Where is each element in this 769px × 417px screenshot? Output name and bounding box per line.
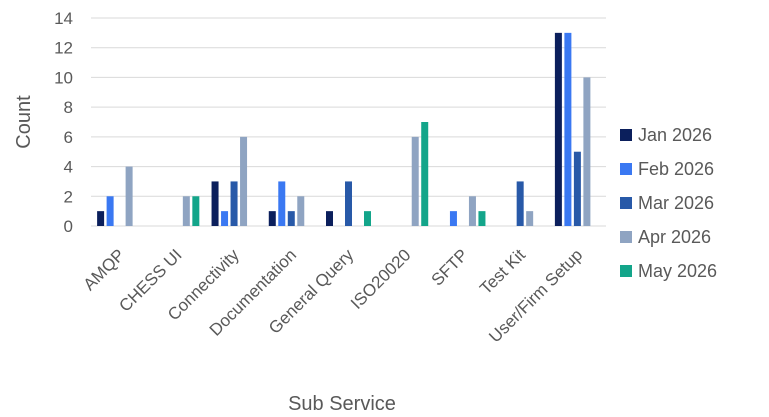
- bar: [221, 211, 229, 226]
- y-tick-label: 6: [64, 128, 73, 147]
- bar: [125, 166, 133, 226]
- bar: [364, 211, 371, 226]
- y-tick-label: 4: [64, 158, 73, 177]
- bar: [230, 181, 238, 226]
- bar: [287, 211, 295, 226]
- legend-label: Apr 2026: [638, 227, 711, 247]
- legend-swatch: [620, 129, 632, 141]
- legend: Jan 2026 Feb 2026 Mar 2026 Apr 2026 May 2026: [620, 125, 717, 281]
- bar: [478, 211, 486, 226]
- bar: [211, 181, 219, 226]
- bar: [345, 181, 352, 226]
- legend-swatch: [620, 197, 632, 209]
- y-tick-label: 10: [54, 68, 73, 87]
- y-axis-title: Count: [13, 95, 35, 149]
- legend-label: Mar 2026: [638, 193, 714, 213]
- bar: [106, 196, 114, 226]
- y-axis-ticks: 0 2 4 6 8 10 12 14: [54, 9, 73, 236]
- bar: [554, 32, 562, 226]
- y-tick-label: 14: [54, 9, 73, 28]
- bar: [297, 196, 305, 226]
- bar: [468, 196, 476, 226]
- bar: [326, 211, 333, 226]
- x-axis-title: Sub Service: [288, 393, 396, 415]
- bars: [97, 32, 591, 226]
- legend-label: Feb 2026: [638, 159, 714, 179]
- bar: [449, 211, 457, 226]
- y-tick-label: 8: [64, 98, 73, 117]
- bar: [192, 196, 200, 226]
- bar: [268, 211, 276, 226]
- legend-label: May 2026: [638, 261, 717, 281]
- x-tick-label: Test Kit: [476, 245, 529, 298]
- bar: [421, 122, 429, 226]
- legend-swatch: [620, 265, 632, 277]
- bar: [278, 181, 286, 226]
- legend-swatch: [620, 231, 632, 243]
- gridlines: [91, 17, 606, 227]
- y-tick-label: 2: [64, 187, 73, 206]
- x-tick-label: ISO20020: [347, 245, 415, 313]
- bar: [182, 196, 190, 226]
- legend-label: Jan 2026: [638, 125, 712, 145]
- bar: [411, 136, 419, 226]
- x-tick-label: AMQP: [80, 245, 129, 294]
- bar: [240, 136, 248, 226]
- bar: [583, 77, 591, 226]
- y-tick-label: 12: [54, 39, 73, 58]
- bar: [526, 211, 534, 226]
- bar: [573, 151, 581, 226]
- bar: [564, 32, 572, 226]
- x-tick-label: SFTP: [428, 245, 472, 289]
- bar: [516, 181, 524, 226]
- legend-swatch: [620, 163, 632, 175]
- y-tick-label: 0: [64, 217, 73, 236]
- bar: [97, 211, 105, 226]
